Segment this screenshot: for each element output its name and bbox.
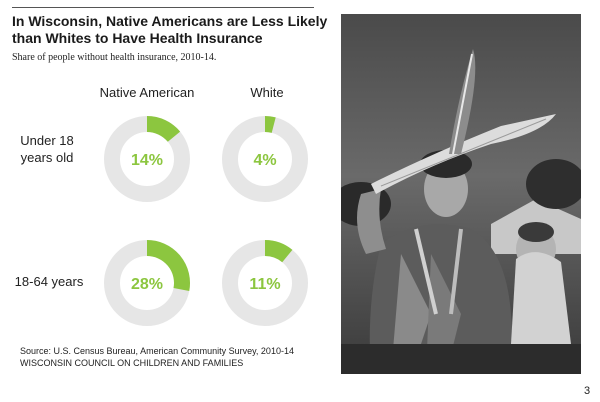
- column-header-white: White: [250, 85, 284, 100]
- donut-value-label: 14%: [131, 152, 163, 169]
- donut-value-label: 28%: [131, 276, 163, 293]
- chart-subtitle: Share of people without health insurance…: [12, 52, 217, 63]
- donut-white-18-64: 11%: [222, 240, 308, 326]
- source-note: Source: U.S. Census Bureau, American Com…: [20, 345, 320, 369]
- photo-image: [341, 14, 581, 374]
- donut-segment: [146, 116, 181, 143]
- donut-native-american-under-18: 14%: [104, 116, 190, 202]
- row-label-18-64: 18-64 years: [14, 274, 84, 289]
- donut-segment: [146, 240, 190, 292]
- title-rule: [12, 7, 314, 8]
- donut-segment: [264, 240, 293, 263]
- donut-segment: [264, 116, 276, 133]
- donut-value-label: 4%: [253, 152, 276, 169]
- row-label-under-18: Under 18 years old: [20, 133, 74, 165]
- page-number: 3: [584, 385, 591, 397]
- donut-white-under-18: 4%: [222, 116, 308, 202]
- chart-title: In Wisconsin, Native Americans are Less …: [12, 13, 328, 46]
- source-line: Source: U.S. Census Bureau, American Com…: [20, 346, 294, 356]
- column-header-native-american: Native American: [99, 85, 195, 100]
- donut-native-american-18-64: 28%: [104, 240, 190, 326]
- donut-value-label: 11%: [249, 276, 280, 293]
- organization-line: WISCONSIN COUNCIL ON CHILDREN AND FAMILI…: [20, 358, 244, 368]
